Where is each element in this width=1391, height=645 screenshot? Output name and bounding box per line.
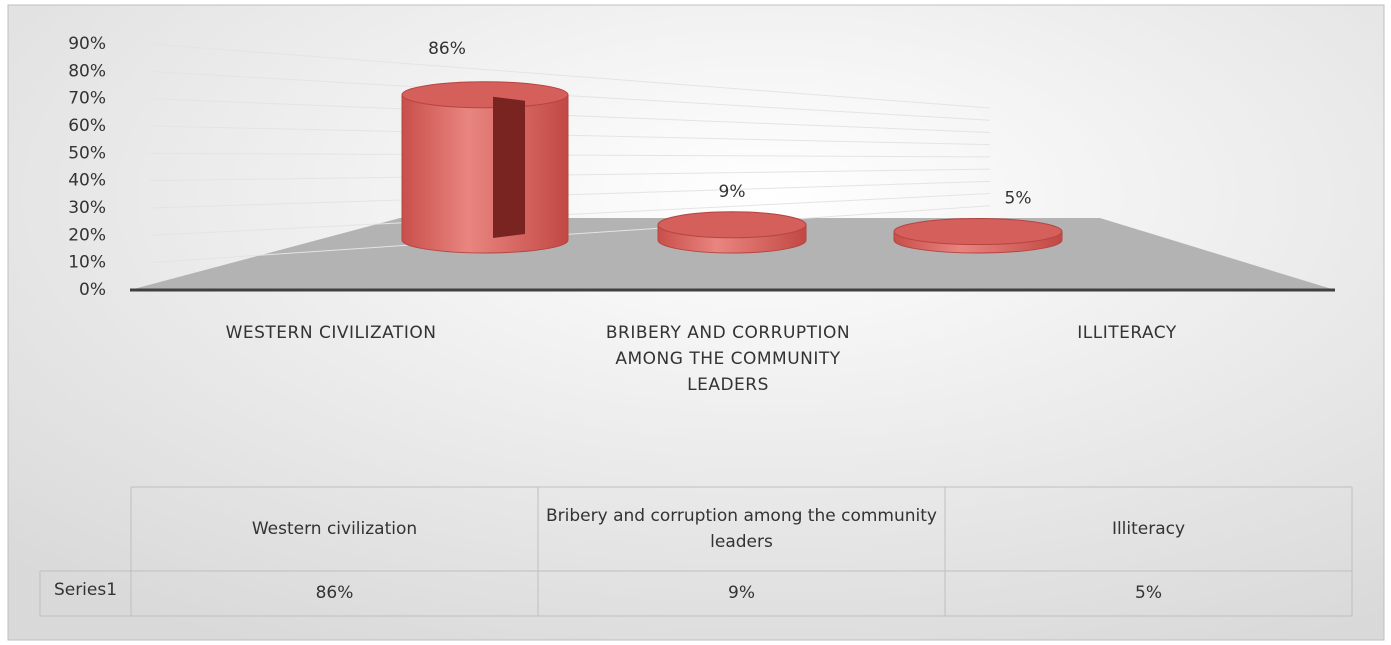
table-cell: 9%: [728, 583, 755, 603]
grid-line: [149, 43, 991, 109]
y-tick-label: 40%: [68, 171, 106, 191]
x-tick-label: BRIBERY AND CORRUPTION AMONG THE COMMUNI…: [605, 323, 851, 395]
grid-line: [149, 98, 991, 133]
data-label: 5%: [1005, 189, 1032, 209]
table-header: Western civilization: [251, 519, 418, 539]
data-label: 9%: [719, 182, 746, 202]
cylinder: [401, 81, 569, 254]
grid-line: [149, 125, 991, 146]
y-tick-label: 20%: [68, 225, 106, 245]
x-tick-label: WESTERN CIVILIZATION: [225, 323, 437, 343]
y-tick-label: 0%: [79, 280, 106, 300]
x-tick-label: ILLITERACY: [1077, 323, 1177, 343]
table-cell: 5%: [1135, 583, 1162, 603]
y-tick-label: 90%: [68, 34, 106, 54]
data-label: 86%: [428, 39, 466, 59]
cylinder: [657, 211, 807, 254]
grid-line: [149, 193, 991, 236]
grid-line: [149, 152, 991, 158]
y-tick-label: 10%: [68, 253, 106, 273]
y-tick-label: 70%: [68, 89, 106, 109]
grid-line: [149, 70, 991, 121]
grid-line: [149, 168, 991, 182]
cylinder: [893, 218, 1063, 254]
table-header: Illiteracy: [1111, 519, 1186, 539]
grid-line: [149, 180, 991, 209]
chart-area: [7, 4, 1385, 641]
y-tick-label: 50%: [68, 143, 106, 163]
y-tick-label: 80%: [68, 61, 106, 81]
legend-entry: Series1: [53, 580, 118, 600]
y-tick-label: 30%: [68, 198, 106, 218]
y-tick-label: 60%: [68, 116, 106, 136]
grid-line: [149, 205, 991, 264]
table-cell: 86%: [315, 583, 354, 603]
table-header: Bribery and corruption among the communi…: [546, 506, 937, 552]
data-table: [39, 486, 1353, 617]
